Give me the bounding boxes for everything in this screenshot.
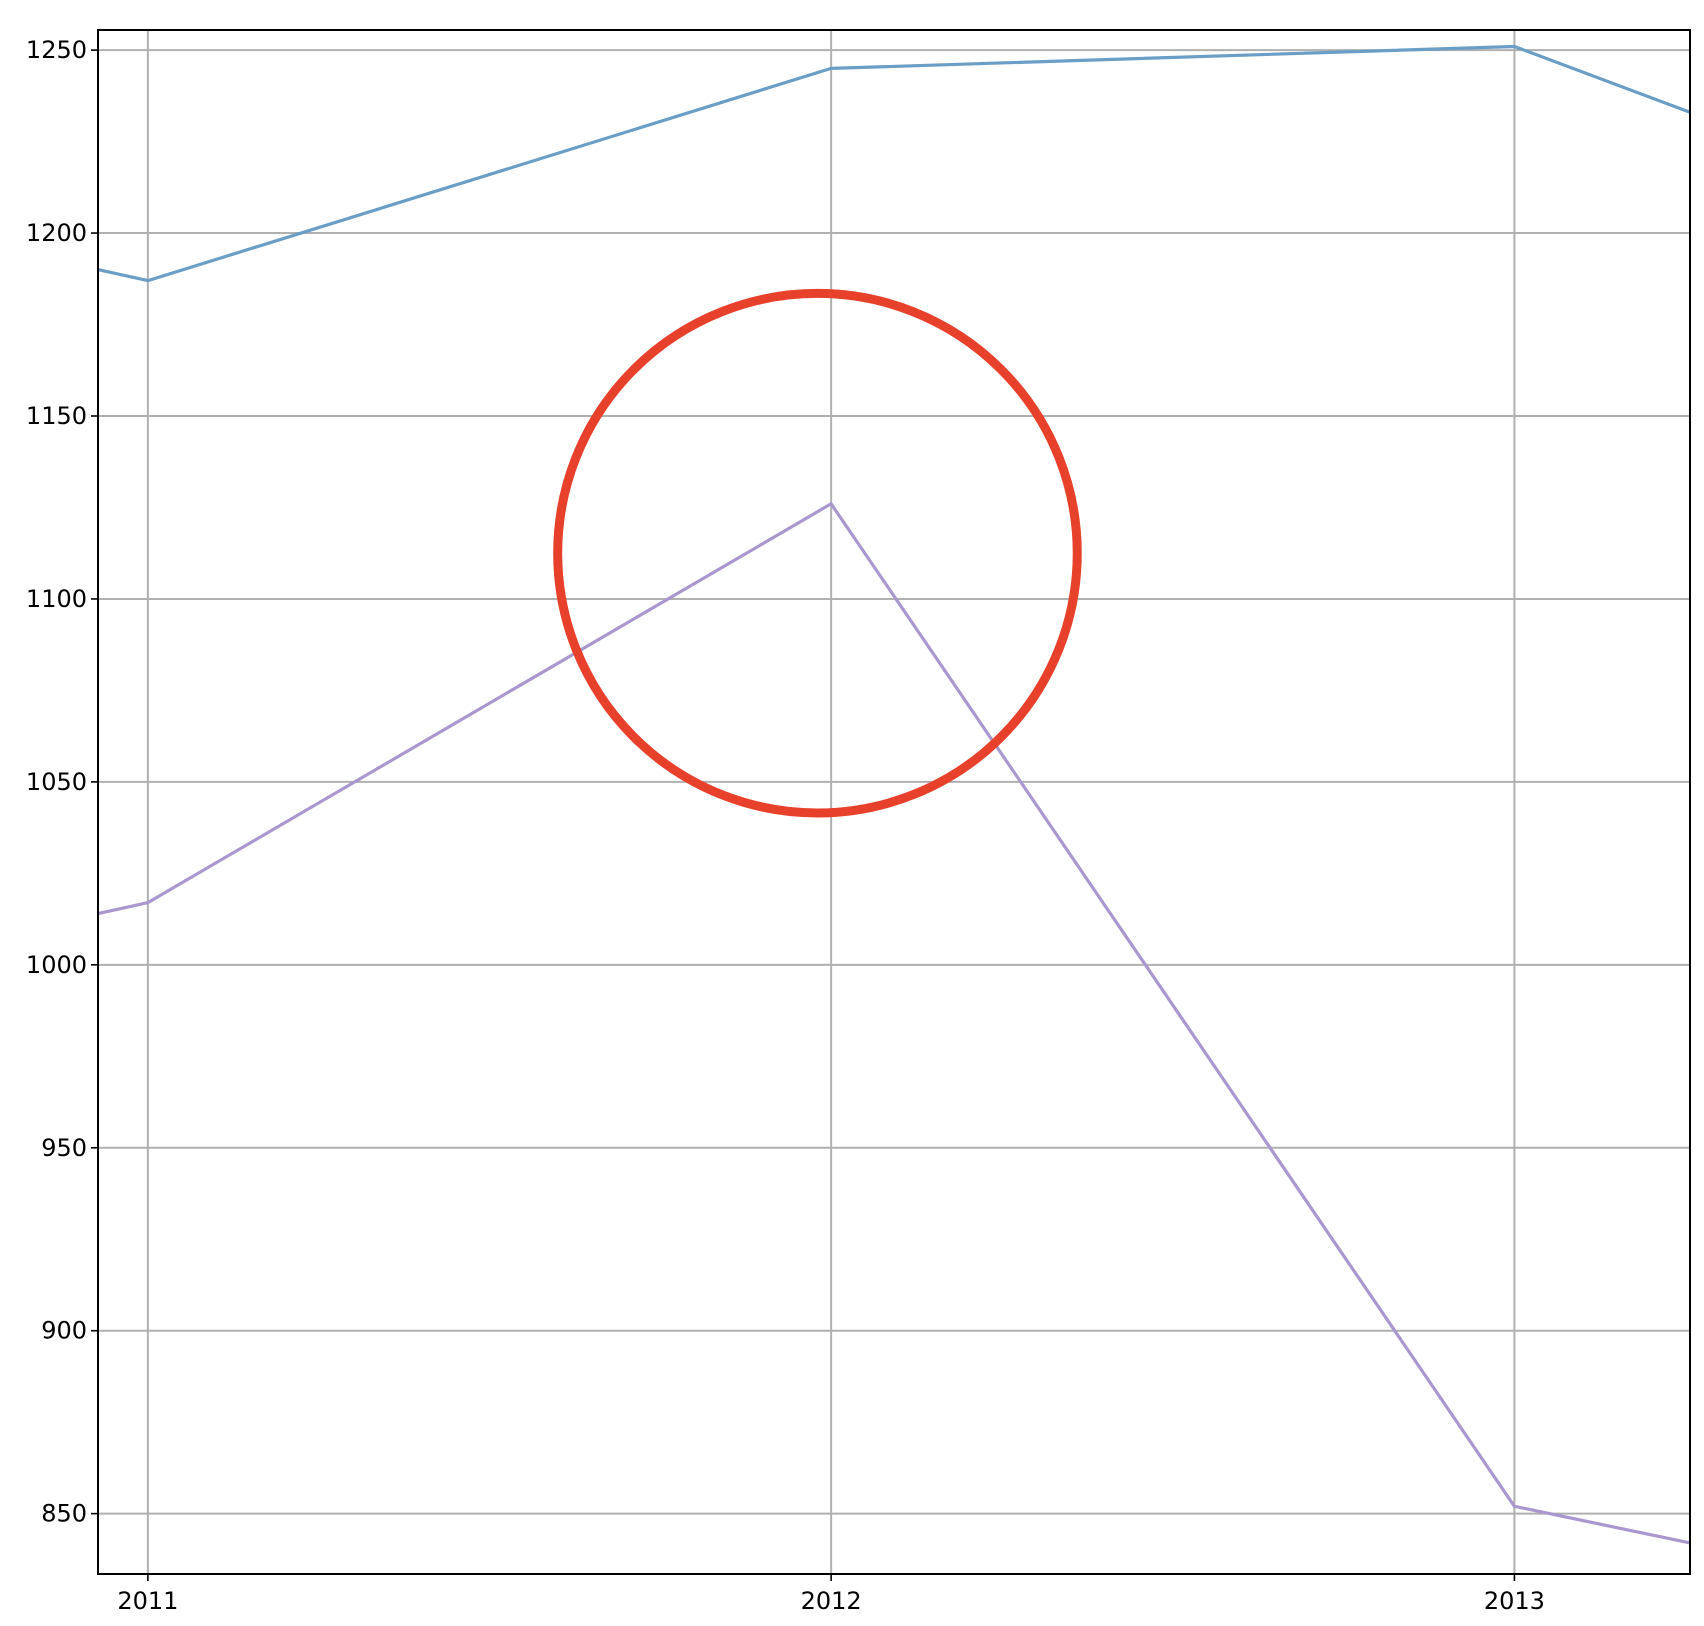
y-tick-label: 1000 xyxy=(26,951,87,979)
x-tick-label: 2012 xyxy=(801,1587,862,1615)
y-tick-label: 900 xyxy=(41,1317,87,1345)
y-tick-label: 1050 xyxy=(26,768,87,796)
y-tick-label: 850 xyxy=(41,1500,87,1528)
y-tick-label: 1150 xyxy=(26,402,87,430)
y-tick-label: 950 xyxy=(41,1134,87,1162)
y-tick-label: 1100 xyxy=(26,585,87,613)
y-tick-label: 1250 xyxy=(26,36,87,64)
y-tick-label: 1200 xyxy=(26,219,87,247)
x-tick-label: 2013 xyxy=(1484,1587,1545,1615)
x-tick-label: 2011 xyxy=(117,1587,178,1615)
